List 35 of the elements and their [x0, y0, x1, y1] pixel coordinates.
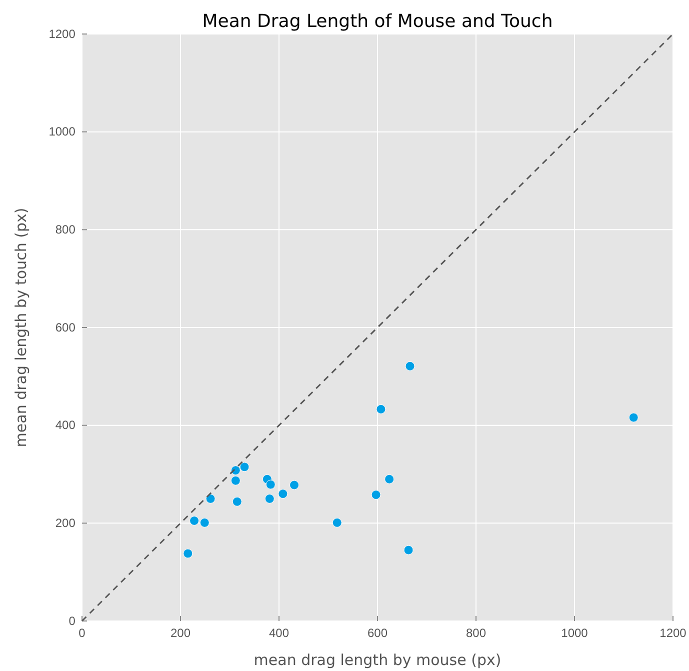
- point: [264, 494, 274, 504]
- y-tick-label: 800: [55, 222, 76, 237]
- point: [200, 518, 210, 528]
- point: [404, 545, 414, 555]
- chart-title: Mean Drag Length of Mouse and Touch: [202, 11, 553, 32]
- y-tick-label: 400: [55, 418, 76, 432]
- x-tick-label: 1000: [561, 626, 588, 640]
- x-tick-label: 400: [268, 626, 290, 640]
- point: [290, 480, 300, 490]
- y-axis-title: mean drag length by touch (px): [12, 208, 30, 448]
- x-tick-label: 1200: [660, 626, 687, 640]
- point: [332, 518, 342, 528]
- point: [371, 490, 381, 500]
- x-tick-label: 0: [78, 626, 86, 640]
- y-tick-label: 200: [55, 516, 76, 530]
- x-axis-title: mean drag length by mouse (px): [254, 651, 502, 669]
- point: [376, 404, 386, 414]
- y-tick-label: 0: [68, 614, 76, 628]
- point: [405, 361, 415, 371]
- point: [190, 516, 200, 526]
- x-tick-label: 600: [367, 626, 388, 640]
- point: [206, 494, 216, 504]
- point: [384, 474, 394, 484]
- point: [628, 412, 638, 422]
- x-tick-label: 200: [170, 626, 191, 640]
- point: [240, 462, 250, 472]
- x-tick-label: 800: [466, 626, 486, 640]
- point: [278, 489, 288, 499]
- point: [266, 480, 276, 490]
- point: [230, 476, 240, 486]
- point: [183, 548, 193, 558]
- y-tick-label: 600: [55, 320, 76, 334]
- y-tick-label: 1200: [48, 26, 76, 41]
- point: [232, 496, 242, 506]
- y-tick-label: 1000: [48, 124, 76, 139]
